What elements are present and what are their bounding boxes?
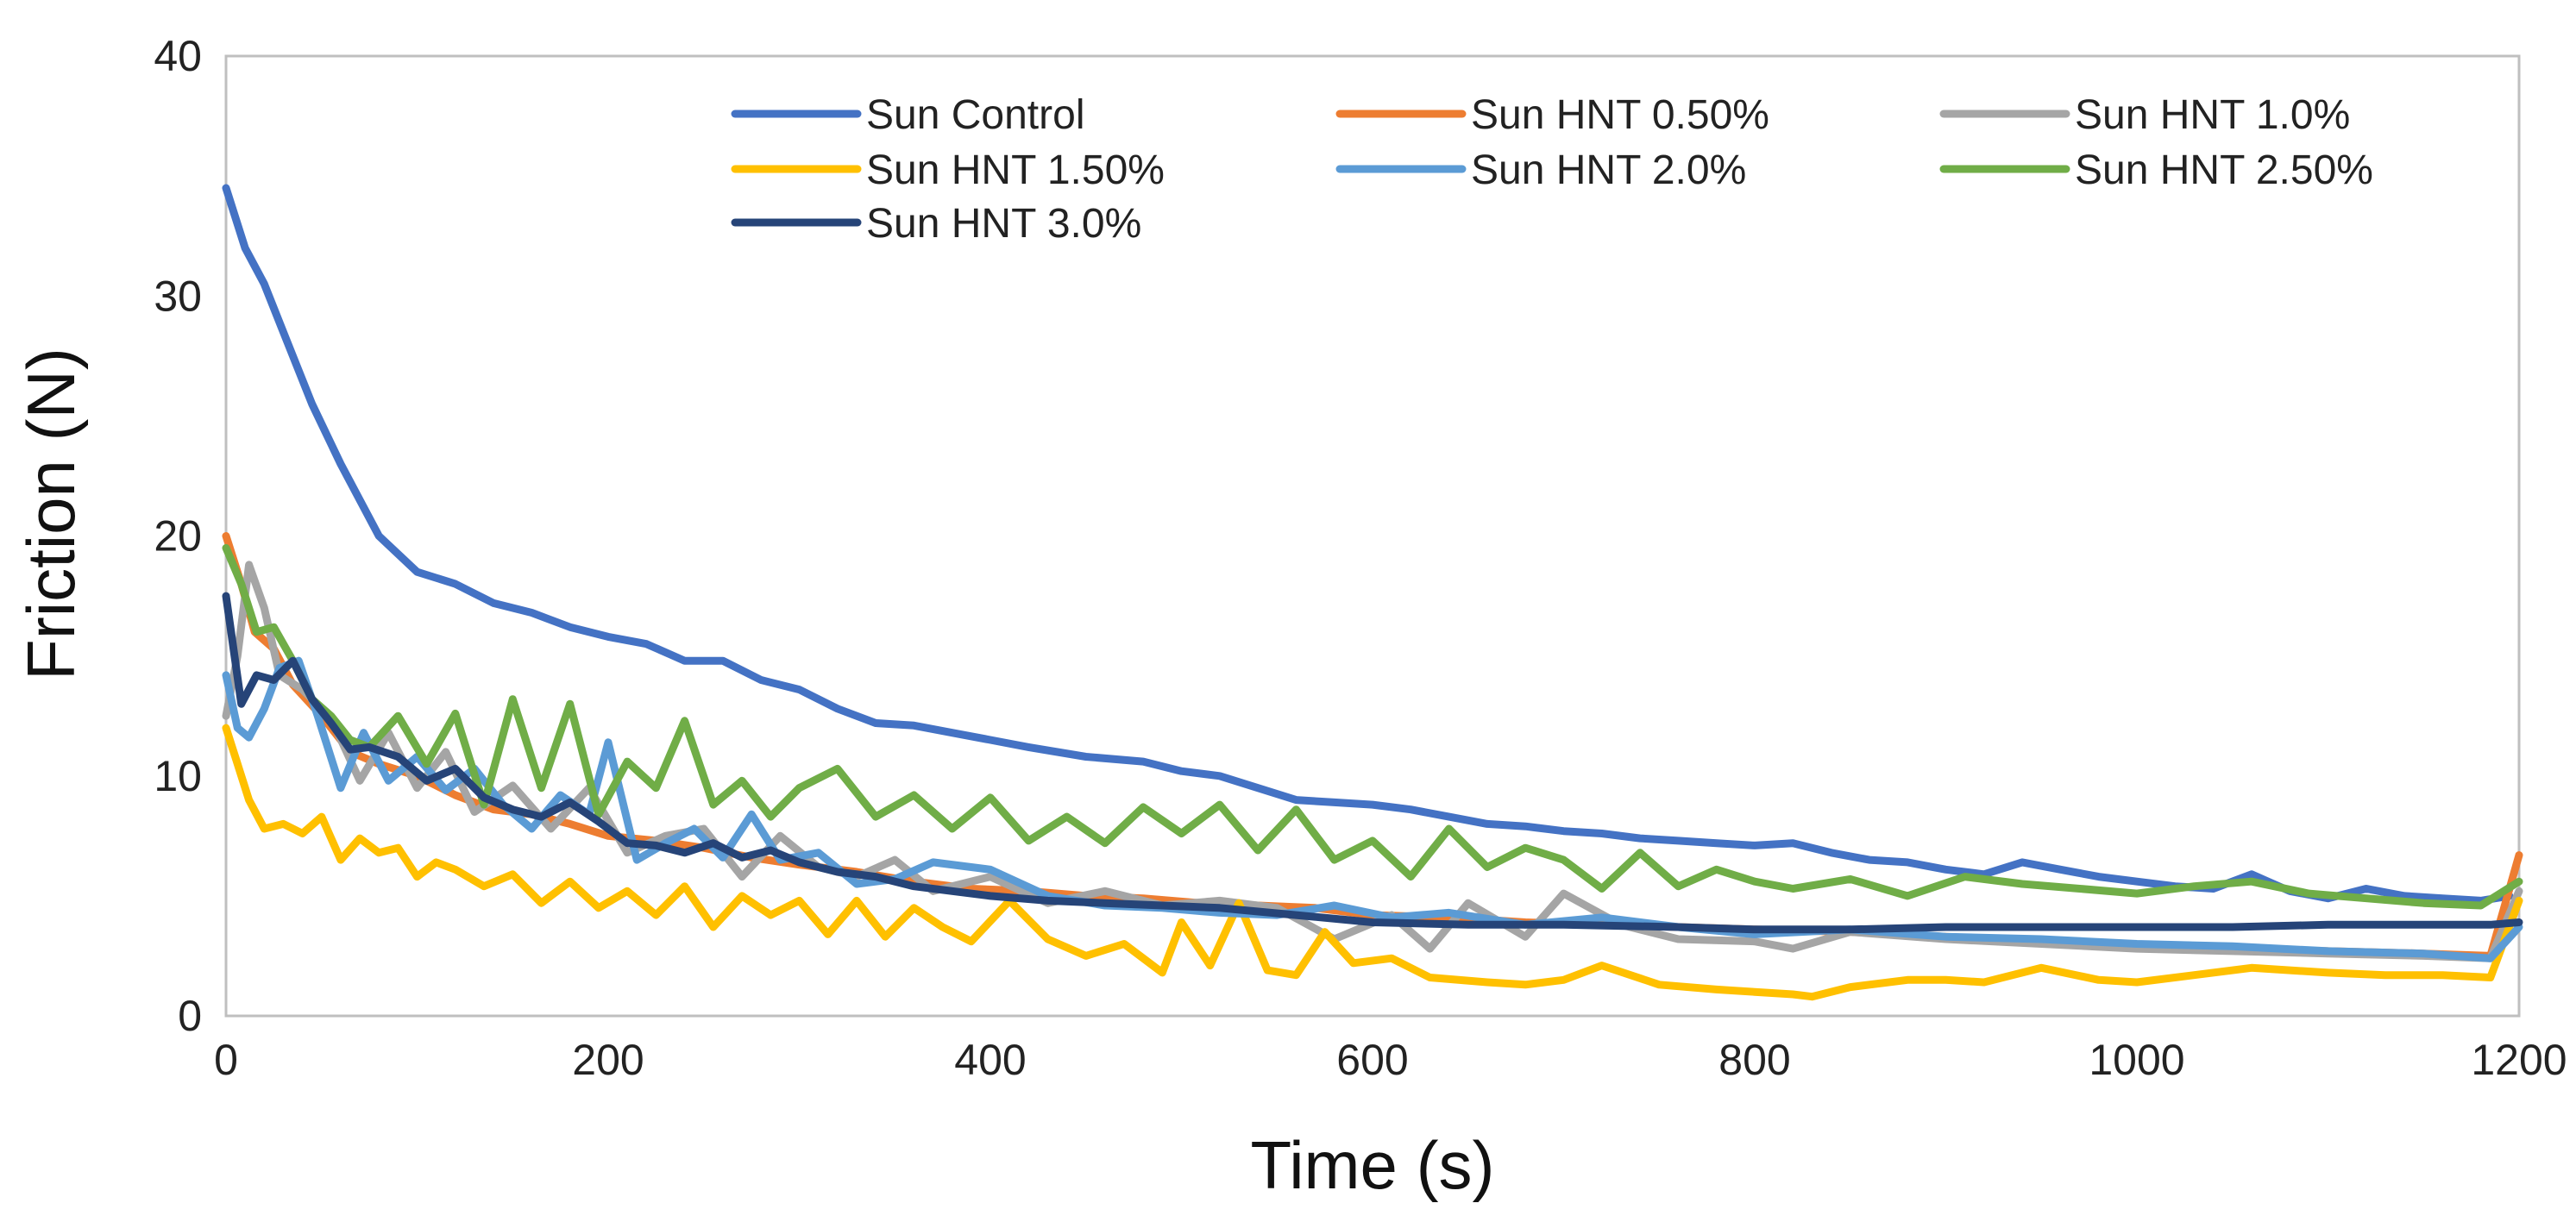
plot-border	[224, 54, 2521, 1018]
legend-label-6: Sun HNT 2.50%	[2075, 147, 2373, 193]
legend-label-1: Sun Control	[866, 92, 1084, 138]
series-line-2	[222, 532, 2523, 960]
x-tick-label: 400	[954, 1036, 1026, 1084]
y-tick-label: 10	[154, 752, 202, 800]
plot-area	[222, 54, 2523, 1018]
legend-label-3: Sun HNT 1.0%	[2075, 92, 2350, 138]
x-axis-title: Time (s)	[1250, 1127, 1494, 1203]
legend-label-2: Sun HNT 0.50%	[1471, 92, 1769, 138]
x-tick-label: 1000	[2089, 1036, 2184, 1084]
axes: Friction (N) Time (s) 0 200 400 600 800 1000 1…	[13, 32, 2567, 1203]
x-tick-label: 0	[214, 1036, 238, 1084]
series-line-7	[222, 592, 2523, 934]
y-axis-title: Friction (N)	[13, 348, 89, 680]
legend-label-7: Sun HNT 3.0%	[866, 201, 1141, 247]
y-tick-label: 20	[154, 512, 202, 561]
series-line-6	[222, 543, 2523, 910]
series-line-4	[222, 724, 2523, 1001]
y-tick-label: 0	[178, 992, 202, 1040]
legend-label-5: Sun HNT 2.0%	[1471, 147, 1746, 193]
x-tick-label: 1200	[2471, 1036, 2567, 1084]
x-tick-label: 200	[572, 1036, 644, 1084]
x-tick-label: 800	[1718, 1036, 1790, 1084]
legend-label-4: Sun HNT 1.50%	[866, 147, 1165, 193]
series-line-1	[222, 184, 2514, 905]
legend: Sun Control Sun HNT 0.50% Sun HNT 1.0% Sun …	[731, 92, 2373, 247]
y-tick-label: 30	[154, 272, 202, 320]
x-tick-label: 600	[1336, 1036, 1408, 1084]
y-tick-label: 40	[154, 32, 202, 80]
